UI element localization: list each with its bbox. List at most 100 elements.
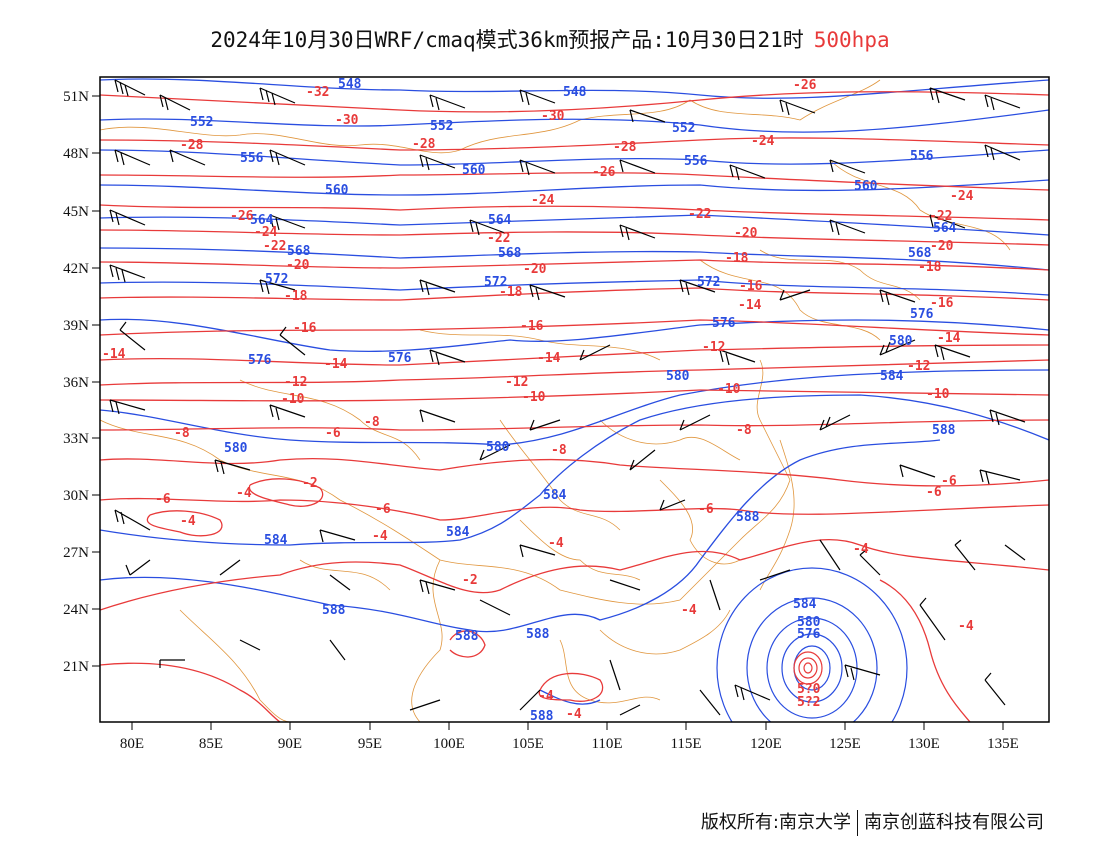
temperature-contour-label: -8 bbox=[736, 423, 752, 438]
copyright-company: 南京创蓝科技有限公司 bbox=[864, 812, 1044, 833]
temperature-contour-label: -10 bbox=[522, 390, 546, 405]
height-contour-label: 576 bbox=[712, 316, 736, 331]
height-contour-label: 580 bbox=[666, 369, 690, 384]
typhoon-label: 584 bbox=[793, 597, 817, 612]
height-contour-label: 572 bbox=[697, 275, 720, 290]
height-contour-label: 564 bbox=[933, 221, 957, 236]
temperature-contour-label: -12 bbox=[702, 340, 725, 355]
x-tick-label: 85E bbox=[199, 736, 223, 752]
x-tick-label: 100E bbox=[433, 736, 465, 752]
y-tick-label: 48N bbox=[63, 146, 89, 162]
temperature-contour-label: -26 bbox=[592, 165, 616, 180]
height-contour-label: 548 bbox=[338, 77, 362, 92]
height-contour-label: 588 bbox=[322, 603, 346, 618]
height-contour-label: 568 bbox=[908, 246, 932, 261]
temperature-contour-label: -6 bbox=[325, 426, 341, 441]
title-level: 500hpa bbox=[813, 28, 890, 52]
x-tick-label: 80E bbox=[120, 736, 144, 752]
temperature-contour-label: -18 bbox=[725, 251, 749, 266]
map-title: 2024年10月30日WRF/cmaq模式36km预报产品:10月30日21时 5… bbox=[0, 24, 1100, 54]
temperature-contour-label: -22 bbox=[688, 207, 711, 222]
temperature-contour-label: -6 bbox=[926, 485, 942, 500]
temperature-contour-label: -22 bbox=[487, 231, 510, 246]
temperature-contour-label: -26 bbox=[793, 78, 817, 93]
y-tick-label: 33N bbox=[63, 431, 89, 447]
x-tick-label: 110E bbox=[591, 736, 622, 752]
temperature-contour-label: -30 bbox=[335, 113, 359, 128]
temperature-contour-label: -4 bbox=[853, 542, 869, 557]
temperature-contours bbox=[100, 91, 1049, 722]
temperature-contour-label: -4 bbox=[548, 536, 564, 551]
typhoon-label: 5?0 bbox=[797, 682, 821, 697]
y-tick-label: 45N bbox=[63, 204, 89, 220]
temperature-contour-label: -12 bbox=[505, 375, 528, 390]
temperature-contour-label: -4 bbox=[538, 689, 554, 704]
y-tick-label: 42N bbox=[63, 261, 89, 277]
temperature-contour-label: -24 bbox=[254, 225, 278, 240]
temperature-contour-label: -14 bbox=[102, 347, 126, 362]
y-tick-label: 24N bbox=[63, 602, 89, 618]
y-axis: 51N 48N 45N 42N 39N 36N 33N 30N 27N 24N … bbox=[63, 89, 100, 675]
temperature-contour-label: -20 bbox=[523, 262, 547, 277]
temperature-contour-label: -6 bbox=[941, 474, 957, 489]
copyright-owner: 版权所有:南京大学 bbox=[700, 812, 851, 833]
y-tick-label: 27N bbox=[63, 545, 89, 561]
temperature-contour-label: -20 bbox=[930, 239, 954, 254]
temperature-contour-label: -2 bbox=[462, 573, 478, 588]
temperature-contour-label: -18 bbox=[499, 285, 523, 300]
height-contour-label: 556 bbox=[684, 154, 708, 169]
temperature-contour-label: -28 bbox=[412, 137, 436, 152]
height-contour-label: 576 bbox=[388, 351, 412, 366]
temperature-contour-label: -20 bbox=[734, 226, 758, 241]
temperature-contour-label: -24 bbox=[950, 189, 974, 204]
height-contour-label: 552 bbox=[430, 119, 453, 134]
temperature-contour-label: -24 bbox=[531, 193, 555, 208]
height-contour-label: 584 bbox=[880, 369, 904, 384]
x-tick-label: 115E bbox=[670, 736, 701, 752]
height-contour-label: 588 bbox=[526, 627, 550, 642]
temperature-contour-label: -16 bbox=[520, 319, 544, 334]
temperature-contour-label: -30 bbox=[541, 109, 565, 124]
height-contour-label: 564 bbox=[250, 213, 274, 228]
footer-divider bbox=[857, 810, 858, 836]
x-tick-label: 125E bbox=[829, 736, 861, 752]
temperature-contour-label: -10 bbox=[926, 387, 950, 402]
temperature-contour-label: -10 bbox=[281, 392, 305, 407]
temperature-contour-label: -32 bbox=[306, 85, 329, 100]
wind-barbs bbox=[109, 79, 1026, 716]
temperature-contour-label: -16 bbox=[293, 321, 317, 336]
height-contour-label: 572 bbox=[265, 272, 288, 287]
temperature-contour-label: -8 bbox=[551, 443, 567, 458]
copyright-footer: 版权所有:南京大学 南京创蓝科技有限公司 bbox=[701, 808, 1044, 836]
height-contour-label: 572 bbox=[484, 275, 507, 290]
height-label-group: 548 548 552 552 552 556 556 556 560 560 … bbox=[190, 77, 957, 724]
height-contour-label: 552 bbox=[190, 115, 213, 130]
height-contour-label: 588 bbox=[932, 423, 956, 438]
temperature-contour-label: -28 bbox=[180, 138, 204, 153]
typhoon-label: 5?2 bbox=[797, 695, 820, 710]
height-contour-label: 568 bbox=[287, 244, 311, 259]
height-contour-label: 580 bbox=[486, 440, 510, 455]
temperature-contour-label: -24 bbox=[751, 134, 775, 149]
temperature-contour-label: -10 bbox=[717, 382, 741, 397]
y-tick-label: 39N bbox=[63, 318, 89, 334]
x-tick-label: 120E bbox=[750, 736, 782, 752]
height-contour-label: 560 bbox=[325, 183, 349, 198]
height-contour-label: 556 bbox=[910, 149, 934, 164]
height-contour-label: 588 bbox=[530, 709, 554, 724]
x-tick-label: 135E bbox=[987, 736, 1019, 752]
temperature-contour-label: -18 bbox=[284, 289, 308, 304]
temperature-contour-label: -14 bbox=[937, 331, 961, 346]
temperature-contour-label: -6 bbox=[698, 502, 714, 517]
temperature-contour-label: -14 bbox=[738, 298, 762, 313]
temperature-contour-label: -14 bbox=[324, 357, 348, 372]
x-tick-label: 130E bbox=[908, 736, 940, 752]
height-contour-label: 568 bbox=[498, 246, 522, 261]
typhoon-label: 580 bbox=[797, 615, 821, 630]
temperature-label-group: -32 -30 -30 -28 -28 -28 -26 -26 -26 -24 … bbox=[102, 78, 974, 722]
map-frame bbox=[99, 76, 1050, 723]
x-tick-label: 105E bbox=[512, 736, 544, 752]
temperature-contour-label: -20 bbox=[286, 258, 310, 273]
temperature-contour-label: -4 bbox=[681, 603, 697, 618]
